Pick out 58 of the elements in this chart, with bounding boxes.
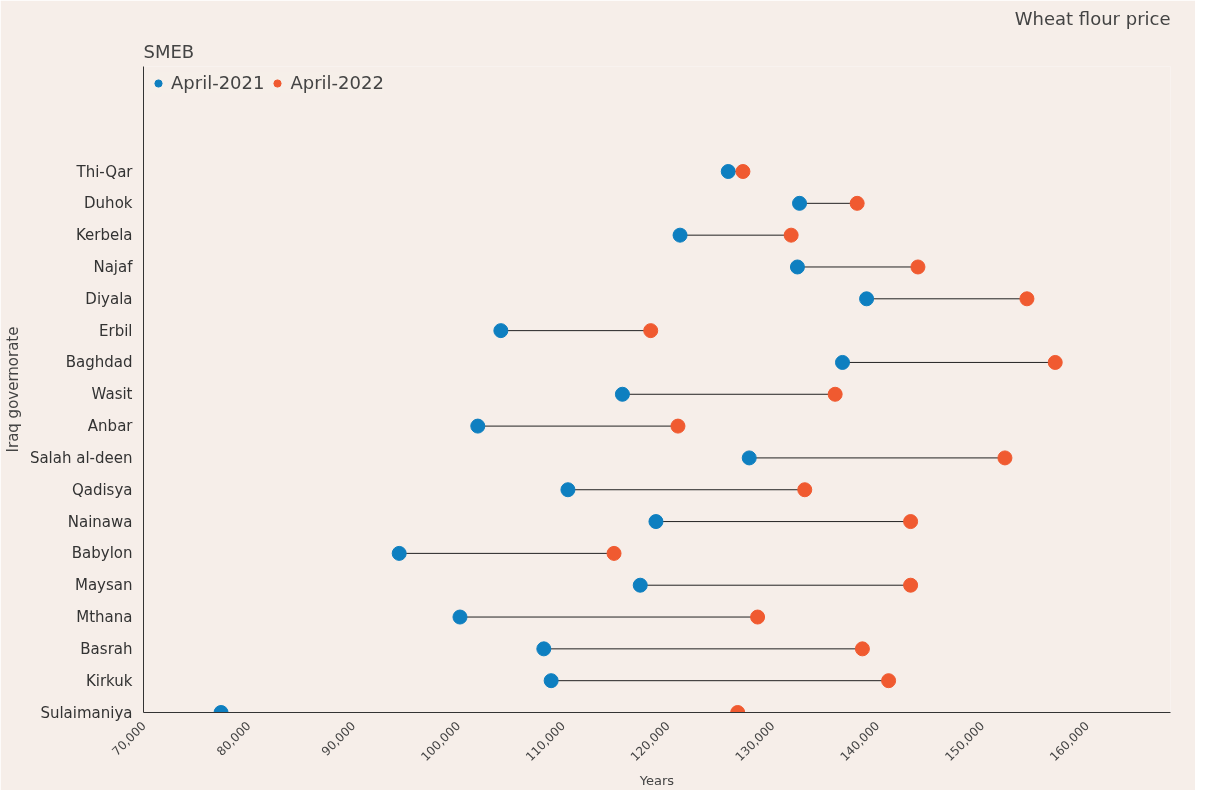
y-tick-label: Baghdad [65,353,133,372]
y-tick-label: Wasit [91,385,133,404]
y-tick-label: Mthana [76,608,133,627]
point [789,259,805,275]
point [903,514,919,530]
y-tick-label: Sulaimaniya [40,703,133,722]
y-tick-label: Duhok [84,194,133,213]
point [632,577,648,593]
y-tick-label: Nainawa [67,512,133,531]
point [470,418,486,434]
point [849,195,865,211]
y-tick-label: Najaf [93,257,134,276]
legend-label: April-2022 [290,72,384,93]
point [614,386,630,402]
point [560,482,576,498]
point [741,450,757,466]
point [720,164,736,179]
y-tick-label: Erbil [99,321,133,340]
chart-title: Wheat flour price [1014,7,1171,29]
point [792,195,808,211]
y-tick-label: Salah al-deen [29,448,133,467]
point [536,641,552,657]
point [750,609,766,625]
legend-label: April-2021 [171,72,265,93]
point [452,609,468,625]
y-tick-label: Maysan [74,576,133,595]
point [648,514,664,530]
point [543,673,559,689]
y-tick-label: Kirkuk [85,671,133,690]
point [834,354,850,370]
point [881,673,897,689]
point [670,418,686,434]
point [783,227,799,243]
y-tick-label: Qadisya [71,480,133,499]
point [1047,354,1063,370]
point [391,545,407,561]
y-tick-label: Basrah [80,639,133,658]
point [672,227,688,243]
point [997,450,1013,466]
point [1019,291,1035,307]
y-tick-label: Babylon [71,544,133,563]
y-tick-label: Kerbela [75,226,133,245]
y-axis-title: Iraq governorate [3,326,22,453]
point [493,323,509,339]
x-axis-title: Years [638,772,675,788]
point [859,291,875,307]
point [643,323,659,339]
y-tick-label: Thi-Qar [75,162,134,181]
y-tick-label: Anbar [87,417,134,436]
point [854,641,870,657]
point [606,545,622,561]
chart-subtitle: SMEB [143,40,195,62]
point [735,164,751,179]
y-tick-label: Diyala [85,289,133,308]
point [910,259,926,275]
point [903,577,919,593]
point [827,386,843,402]
point [797,482,813,498]
